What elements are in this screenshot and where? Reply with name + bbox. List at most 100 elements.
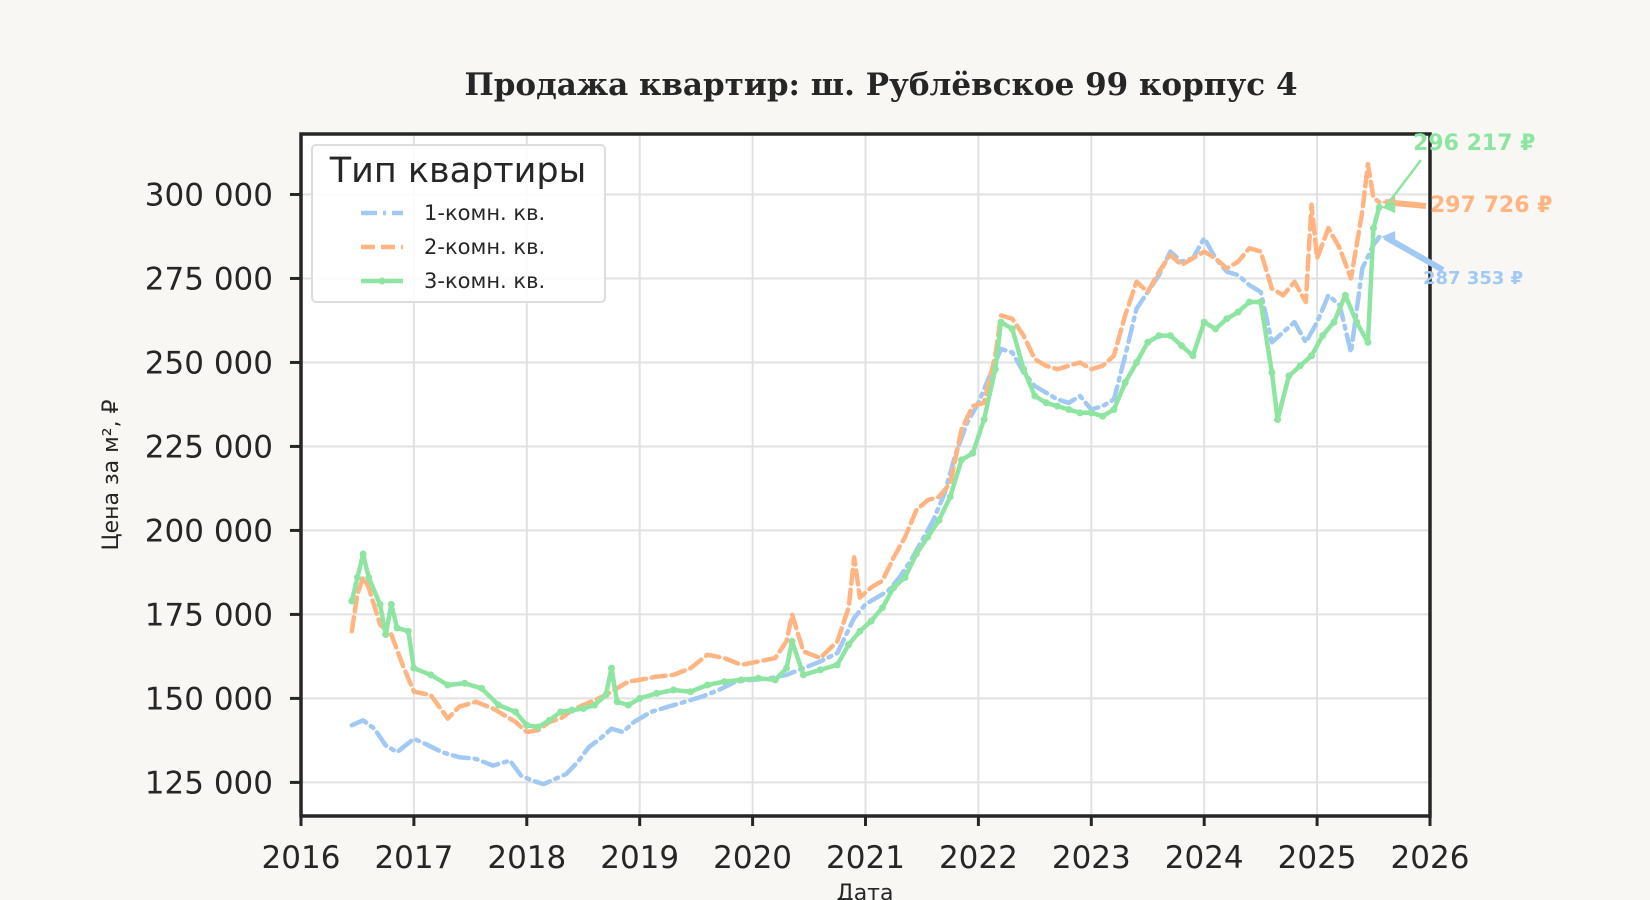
- end-label: 287 353 ₽: [1423, 268, 1523, 289]
- data-point: [1053, 402, 1061, 410]
- data-point: [737, 676, 745, 684]
- series-layer: [348, 161, 1383, 787]
- data-point: [1211, 325, 1219, 333]
- data-point: [1268, 369, 1276, 377]
- data-point: [1364, 338, 1372, 346]
- data-point: [878, 604, 886, 612]
- series-1: [349, 234, 1382, 787]
- data-point: [1200, 318, 1208, 326]
- end-label-arrow: [1384, 159, 1422, 208]
- data-point: [1285, 372, 1293, 380]
- data-point: [376, 600, 384, 608]
- legend-label: 3-комн. кв.: [424, 269, 545, 293]
- data-point: [523, 721, 531, 729]
- data-point: [1008, 325, 1016, 333]
- x-tick-label: 2023: [1052, 840, 1131, 876]
- legend-item: 2-комн. кв.: [361, 235, 545, 259]
- data-point: [607, 664, 615, 672]
- data-point: [557, 708, 565, 716]
- x-tick-label: 2025: [1278, 840, 1357, 876]
- data-point: [816, 666, 824, 674]
- data-point: [969, 449, 977, 457]
- data-point: [1110, 405, 1118, 413]
- data-point: [624, 701, 632, 709]
- data-point: [782, 664, 790, 672]
- data-point: [935, 516, 943, 524]
- data-point: [720, 678, 728, 686]
- data-point: [478, 684, 486, 692]
- data-point: [946, 493, 954, 501]
- data-point: [980, 416, 988, 424]
- data-point: [534, 723, 542, 731]
- data-point: [833, 661, 841, 669]
- data-point: [1031, 392, 1039, 400]
- data-point: [957, 456, 965, 464]
- legend-label: 2-комн. кв.: [424, 235, 545, 259]
- y-axis: 125 000 150 000 175 000 200 000 225 000 250 0…: [145, 177, 301, 801]
- series-3: [348, 203, 1383, 731]
- data-point: [1144, 338, 1152, 346]
- data-point: [1065, 405, 1073, 413]
- x-tick-label: 2024: [1165, 840, 1244, 876]
- data-point: [410, 664, 418, 672]
- data-point: [404, 627, 412, 635]
- data-point: [845, 641, 853, 649]
- data-point: [512, 708, 520, 716]
- end-label-arrowhead: [1381, 201, 1396, 214]
- data-point: [353, 573, 361, 581]
- y-tick-label: 275 000: [145, 261, 273, 297]
- data-point: [636, 694, 644, 702]
- y-tick-label: 300 000: [145, 177, 273, 213]
- x-axis: 2016 2017 2018 2019 2020 2021 2022 2023 2024 2025…: [262, 816, 1469, 876]
- data-point: [1319, 332, 1327, 340]
- legend-item: 3-комн. кв.: [361, 269, 545, 293]
- data-point: [1223, 315, 1231, 323]
- x-tick-label: 2016: [262, 840, 341, 876]
- end-labels: 287 353 ₽ 297 726 ₽ 296 217 ₽: [1381, 131, 1552, 289]
- data-point: [788, 637, 796, 645]
- data-point: [1178, 342, 1186, 350]
- y-tick-label: 225 000: [145, 429, 273, 465]
- data-point: [912, 550, 920, 558]
- y-axis-label: Цена за м², ₽: [99, 399, 124, 550]
- data-point: [1076, 409, 1084, 417]
- data-point: [997, 318, 1005, 326]
- x-tick-label: 2019: [600, 840, 679, 876]
- data-point: [1370, 224, 1378, 232]
- end-label: 296 217 ₽: [1413, 131, 1535, 156]
- end-label-arrowhead: [1381, 230, 1396, 243]
- data-point: [382, 631, 390, 639]
- data-point: [613, 698, 621, 706]
- data-point: [1341, 291, 1349, 299]
- data-point: [653, 689, 661, 697]
- legend-item: 1-комн. кв.: [361, 201, 545, 225]
- data-point: [1189, 352, 1197, 360]
- data-point: [1330, 318, 1338, 326]
- data-point: [1121, 379, 1129, 387]
- data-point: [1087, 409, 1095, 417]
- data-point: [1042, 399, 1050, 407]
- data-point: [1353, 318, 1361, 326]
- data-point: [444, 681, 452, 689]
- data-point: [1375, 203, 1383, 211]
- y-tick-label: 200 000: [145, 513, 273, 549]
- data-point: [365, 573, 373, 581]
- data-point: [1099, 412, 1107, 420]
- chart-title: Продажа квартир: ш. Рублёвское 99 корпус…: [464, 67, 1297, 103]
- data-point: [359, 550, 367, 558]
- y-tick-label: 150 000: [145, 681, 273, 717]
- x-tick-label: 2021: [826, 840, 905, 876]
- data-point: [568, 706, 576, 714]
- data-point: [591, 701, 599, 709]
- data-point: [579, 704, 587, 712]
- legend-marker: [378, 277, 386, 285]
- data-point: [856, 627, 864, 635]
- data-point: [670, 686, 678, 694]
- x-tick-label: 2017: [374, 840, 453, 876]
- data-point: [348, 597, 356, 605]
- x-tick-label: 2018: [487, 840, 566, 876]
- x-tick-label: 2022: [939, 840, 1018, 876]
- data-point: [1155, 332, 1163, 340]
- data-point: [771, 676, 779, 684]
- data-point: [427, 671, 435, 679]
